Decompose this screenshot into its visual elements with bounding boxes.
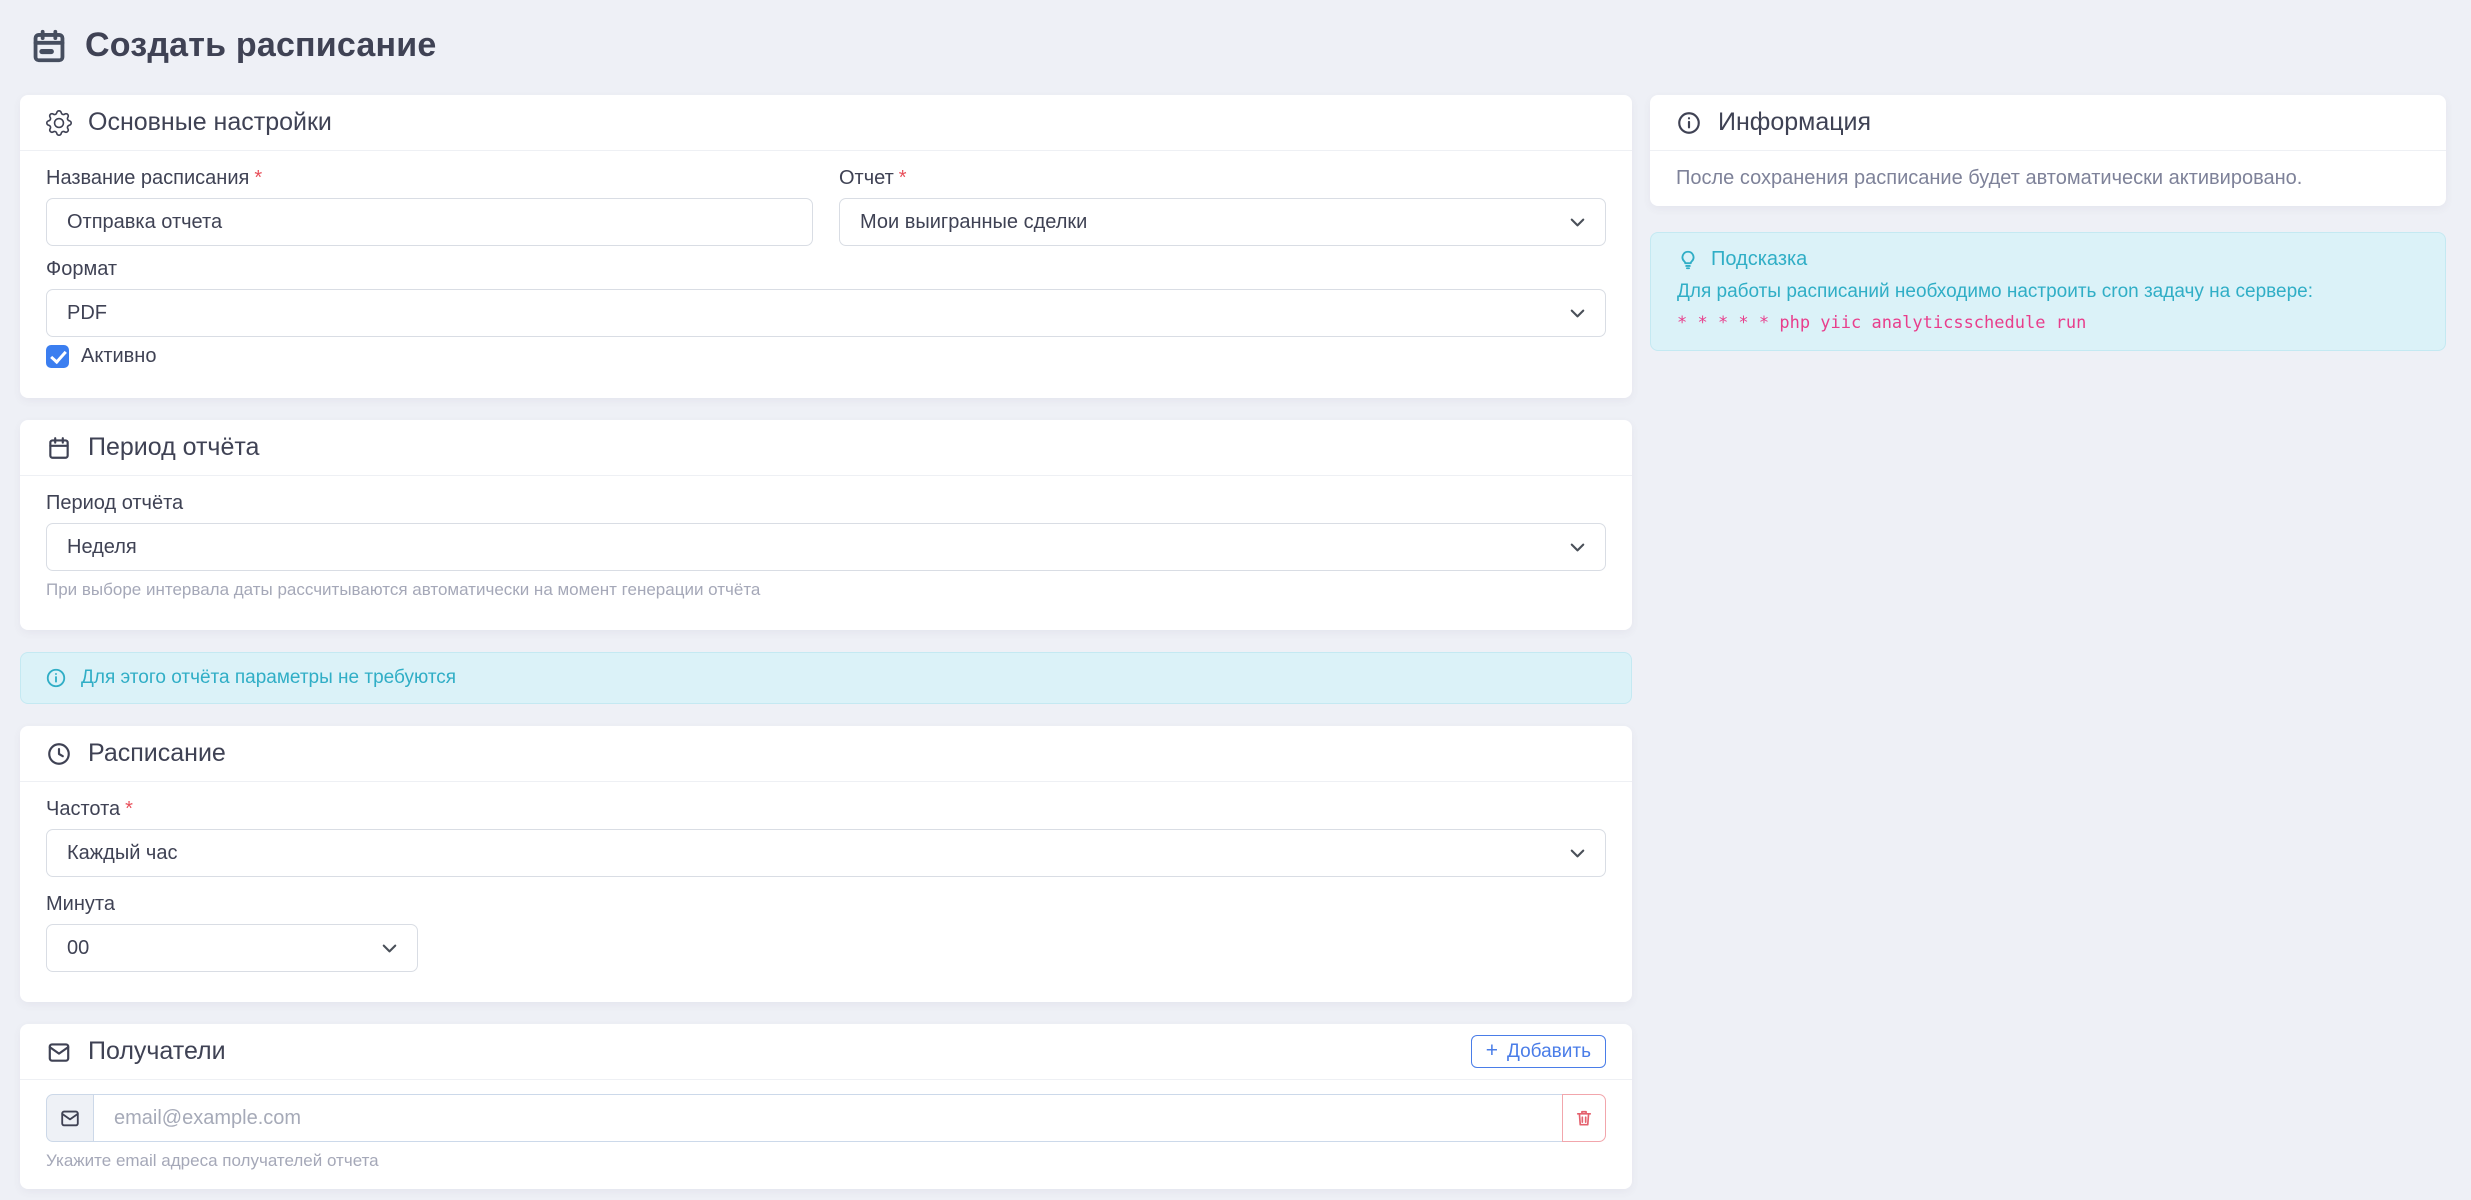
hint-title-row: Подсказка [1677, 248, 2419, 271]
schedule-name-label: Название расписания * [46, 167, 263, 189]
active-checkbox-row: Активно [46, 345, 1606, 368]
main-settings-title: Основные настройки [88, 108, 332, 136]
minute-select-value: 00 [67, 936, 90, 959]
chevron-down-icon [1570, 218, 1585, 226]
information-text: После сохранения расписание будет автома… [1676, 167, 2303, 189]
active-checkbox-label: Активно [81, 345, 157, 367]
hint-panel: Подсказка Для работы расписаний необходи… [1650, 232, 2446, 351]
clock-icon [48, 742, 70, 765]
chevron-down-icon [382, 944, 397, 952]
report-period-header: Период отчёта [20, 420, 1632, 476]
email-addon [46, 1094, 94, 1142]
lightbulb-icon [1681, 250, 1695, 269]
required-marker: * [125, 798, 133, 820]
plus-icon: + [1485, 1039, 1499, 1062]
required-marker: * [254, 167, 263, 189]
trash-icon [1576, 1110, 1592, 1126]
minute-label: Минута [46, 893, 115, 915]
report-label: Отчет * [839, 167, 907, 189]
no-params-alert-text: Для этого отчёта параметры не требуются [81, 667, 457, 688]
add-recipient-button[interactable]: + Добавить [1470, 1035, 1606, 1068]
no-params-alert: Для этого отчёта параметры не требуются [20, 652, 1632, 704]
page-title: Создать расписание [85, 26, 437, 64]
schedule-header: Расписание [20, 726, 1632, 782]
chevron-down-icon [1570, 849, 1585, 857]
report-select-value: Мои выигранные сделки [860, 210, 1088, 233]
envelope-icon [48, 1042, 70, 1062]
report-select[interactable]: Мои выигранные сделки [839, 198, 1606, 246]
period-select[interactable]: Неделя [46, 523, 1606, 571]
schedule-card: Расписание Частота * Каждый час Минута 00 [20, 726, 1632, 1002]
add-recipient-label: Добавить [1507, 1040, 1591, 1062]
info-circle-icon [1678, 111, 1700, 134]
hint-title: Подсказка [1711, 248, 1808, 270]
form-column: Основные настройки Название расписания * [20, 95, 1632, 1200]
required-marker: * [898, 167, 907, 189]
report-period-card: Период отчёта Период отчёта Неделя При в… [20, 420, 1632, 630]
page-header: Создать расписание [30, 26, 2446, 65]
recipient-email-input[interactable] [94, 1094, 1563, 1142]
gear-icon [46, 109, 72, 136]
chevron-down-icon [1570, 543, 1585, 551]
recipient-email-row [46, 1094, 1606, 1142]
recipients-card: Получатели + Добавить [20, 1024, 1632, 1189]
frequency-label: Частота * [46, 798, 133, 820]
information-card: Информация После сохранения расписание б… [1650, 95, 2446, 206]
hint-text: Для работы расписаний необходимо настрои… [1677, 281, 2313, 302]
information-header: Информация [1650, 95, 2446, 151]
delete-recipient-button[interactable] [1562, 1094, 1606, 1142]
envelope-icon [61, 1110, 79, 1127]
frequency-select-value: Каждый час [67, 841, 178, 864]
schedule-title: Расписание [88, 739, 226, 767]
frequency-select[interactable]: Каждый час [46, 829, 1606, 877]
format-select-value: PDF [67, 301, 107, 324]
recipients-title: Получатели [88, 1037, 226, 1065]
period-select-value: Неделя [67, 535, 137, 558]
schedule-name-input[interactable] [46, 198, 813, 246]
chevron-down-icon [1570, 309, 1585, 317]
format-label: Формат [46, 258, 118, 280]
minute-select[interactable]: 00 [46, 924, 418, 972]
period-label: Период отчёта [46, 492, 184, 514]
active-checkbox[interactable] [46, 345, 69, 368]
report-period-title: Период отчёта [88, 433, 260, 461]
calendar-icon [49, 436, 69, 459]
information-title: Информация [1718, 108, 1872, 136]
info-column: Информация После сохранения расписание б… [1650, 95, 2446, 351]
format-select[interactable]: PDF [46, 289, 1606, 337]
recipients-hint: Укажите email адреса получателей отчета [46, 1151, 379, 1170]
main-settings-header: Основные настройки [20, 95, 1632, 151]
period-hint: При выборе интервала даты рассчитываются… [46, 580, 761, 599]
hint-cron-code: * * * * * php yiic analyticsschedule run [1677, 313, 2087, 333]
recipients-header: Получатели + Добавить [20, 1024, 1632, 1080]
main-settings-card: Основные настройки Название расписания * [20, 95, 1632, 398]
info-circle-icon [46, 668, 66, 688]
calendar-icon [33, 29, 65, 62]
